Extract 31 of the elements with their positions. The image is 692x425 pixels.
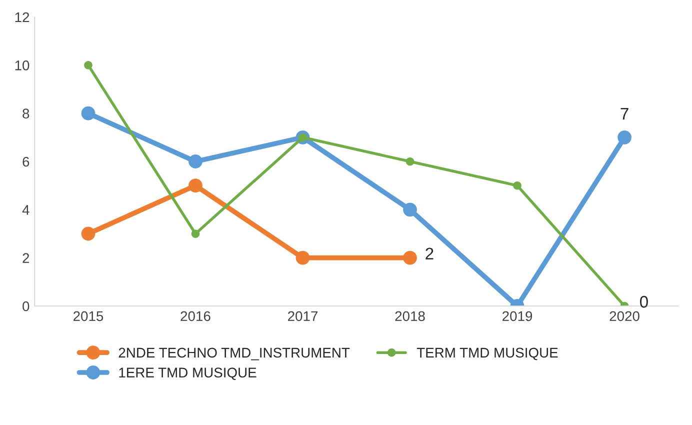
data-label: 2 [426,248,434,260]
y-tick-label: 6 [22,156,30,167]
legend-label: 2NDE TECHNO TMD_INSTRUMENT [118,348,350,360]
point [84,61,92,70]
point [513,181,522,190]
y-tick-label: 2 [22,253,30,263]
x-tick-label: 2017 [288,311,318,322]
data-label: 0 [640,296,648,308]
point [296,250,310,265]
x-tick-label: 2019 [502,311,532,322]
legend-label: 1ERE TMD MUSIQUE [119,368,256,380]
point [188,154,202,168]
x-tick-label: 2015 [73,311,104,322]
y-tick-label: 4 [22,205,30,215]
point [406,157,414,166]
data-label: 7 [620,108,628,120]
y-tick-label: 12 [15,12,30,22]
point [618,130,632,144]
point [81,226,96,241]
x-tick-label: 2016 [180,311,210,322]
y-tick-label: 10 [15,60,30,70]
point [403,202,417,217]
x-tick-label: 2020 [610,311,640,322]
point [191,230,200,238]
y-tick-label: 0 [22,301,30,312]
point [403,250,417,265]
legend-label: TERM TMD MUSIQUE [416,348,558,360]
y-tick-label: 8 [22,108,30,119]
x-tick-label: 2018 [395,311,425,322]
point [81,106,96,120]
point [188,178,202,193]
